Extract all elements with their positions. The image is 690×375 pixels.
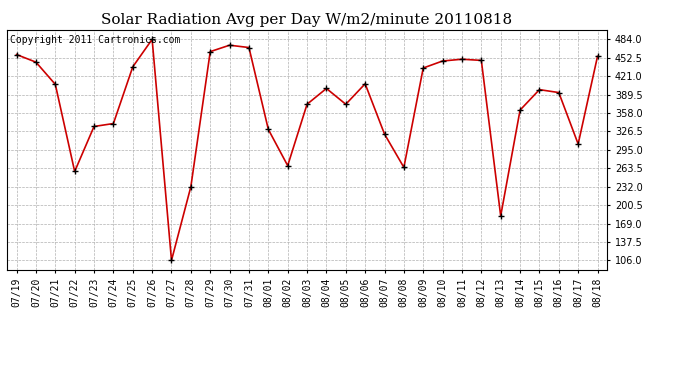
Text: Copyright 2011 Cartronics.com: Copyright 2011 Cartronics.com — [10, 35, 180, 45]
Title: Solar Radiation Avg per Day W/m2/minute 20110818: Solar Radiation Avg per Day W/m2/minute … — [101, 13, 513, 27]
